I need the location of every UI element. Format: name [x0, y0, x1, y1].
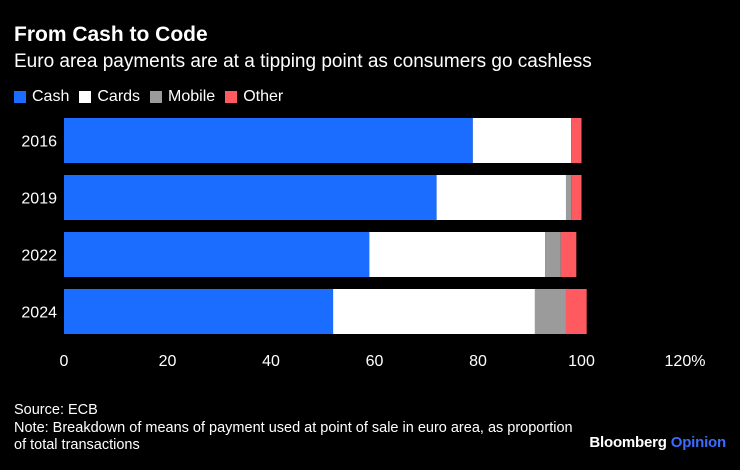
brand-accent: Opinion — [670, 434, 726, 451]
legend-label-mobile: Mobile — [168, 88, 216, 105]
x-tick-label-0: 0 — [60, 353, 69, 370]
category-label-2024: 2024 — [21, 305, 57, 322]
legend-swatch-cards — [79, 91, 92, 103]
legend-label-cash: Cash — [32, 88, 70, 105]
bar-cards-2016 — [472, 118, 572, 163]
legend-swatch-mobile — [150, 91, 163, 103]
bar-cards-2022 — [369, 232, 546, 277]
chart-subtitle: Euro area payments are at a tipping poin… — [14, 51, 592, 72]
note-text: Note: Breakdown of means of payment used… — [14, 420, 573, 453]
category-label-2022: 2022 — [21, 248, 57, 265]
bar-cash-2019 — [64, 175, 437, 220]
brand-name: Bloomberg — [589, 434, 667, 451]
legend-swatch-other — [225, 91, 238, 103]
bar-other-2019 — [571, 175, 582, 220]
bar-cash-2024 — [64, 289, 334, 334]
bar-mobile-2022 — [545, 232, 561, 277]
bar-mobile-2024 — [534, 289, 566, 334]
category-label-2019: 2019 — [21, 191, 57, 208]
x-tick-label-80: 80 — [469, 353, 487, 370]
legend-item-other: Other — [225, 87, 283, 107]
bar-other-2024 — [565, 289, 587, 334]
brand-logo: Bloomberg Opinion — [589, 434, 726, 451]
legend-item-cards: Cards — [79, 87, 140, 107]
x-tick-label-120: 120% — [665, 353, 706, 370]
bar-other-2016 — [571, 118, 582, 163]
stacked-bar-chart: 2016 2019 2022 2024 0 20 40 60 80 100 120% — [21, 118, 706, 370]
bar-cash-2016 — [64, 118, 473, 163]
legend-label-cards: Cards — [97, 88, 141, 105]
x-tick-label-100: 100 — [568, 353, 595, 370]
bar-cards-2019 — [436, 175, 566, 220]
x-tick-label-40: 40 — [262, 353, 280, 370]
chart-title: From Cash to Code — [14, 23, 208, 46]
bar-cash-2022 — [64, 232, 370, 277]
source-text: Source: ECB — [14, 402, 98, 418]
bar-mobile-2019 — [565, 175, 572, 220]
bar-other-2022 — [560, 232, 577, 277]
x-tick-label-20: 20 — [159, 353, 177, 370]
category-label-2016: 2016 — [21, 134, 57, 151]
bar-cards-2024 — [333, 289, 535, 334]
legend: Cash Cards Mobile Other — [14, 87, 293, 107]
legend-item-cash: Cash — [14, 87, 69, 107]
legend-label-other: Other — [243, 88, 284, 105]
legend-item-mobile: Mobile — [150, 87, 215, 107]
x-tick-label-60: 60 — [366, 353, 384, 370]
legend-swatch-cash — [14, 91, 26, 103]
